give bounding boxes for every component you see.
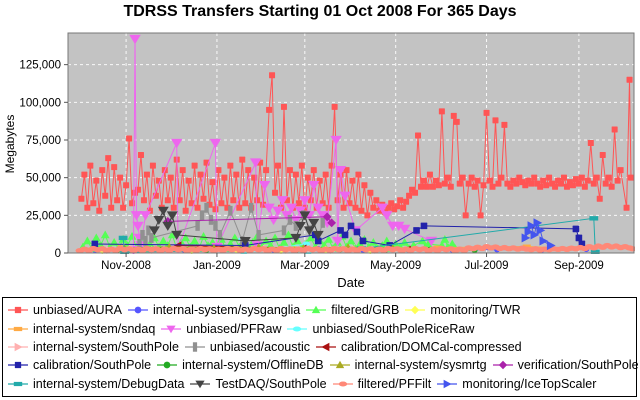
circle-marker-icon — [127, 306, 148, 314]
legend-label: TestDAQ/SouthPole — [215, 376, 327, 391]
y-tick-label: 75,000 — [26, 135, 61, 147]
triangle-left-marker-icon — [315, 342, 336, 352]
legend-item-unbiased-aura: unbiased/AURA — [7, 303, 122, 317]
rect-v-marker-icon — [184, 342, 205, 352]
legend-item-filtered-pffilt: filtered/PFFilt — [332, 376, 432, 391]
legend-label: internal-system/OfflineDB — [182, 358, 324, 373]
series-monitoring-icetopscaler — [521, 218, 556, 251]
legend-label: unbiased/SouthPoleRiceRaw — [312, 321, 475, 336]
legend-label: internal-system/DebugData — [33, 376, 185, 391]
circle-marker-icon — [157, 361, 178, 369]
legend-label: unbiased/PFRaw — [186, 321, 282, 336]
legend-item-internal-system-sysmrtg: internal-system/sysmrtg — [329, 358, 487, 372]
x-tick-label: Jul-2009 — [464, 260, 508, 272]
legend-label: unbiased/acoustic — [209, 339, 310, 354]
legend-item-monitoring-twr: monitoring/TWR — [404, 303, 521, 318]
ellipse-h-marker-icon — [287, 326, 308, 332]
triangle-right-marker-icon — [8, 342, 28, 352]
legend-label: filtered/PFFilt — [357, 376, 432, 391]
series-layer — [75, 34, 635, 254]
legend-label: internal-system/sysmrtg — [354, 358, 487, 373]
plot-border — [67, 32, 635, 254]
plot-background — [68, 33, 634, 253]
legend-label: verification/SouthPole — [517, 358, 639, 373]
legend-item-internal-system-debugdata: internal-system/DebugData — [7, 377, 184, 391]
legend-label: monitoring/IceTopScaler — [462, 376, 597, 391]
legend-item-filtered-grb: filtered/GRB — [305, 303, 399, 317]
legend-item-monitoring-icetopscaler: monitoring/IceTopScaler — [436, 377, 596, 391]
series-filtered-pffilt — [75, 242, 635, 254]
legend-item-unbiased-pfraw: unbiased/PFRaw — [160, 322, 281, 336]
y-tick-label: 50,000 — [26, 173, 61, 185]
legend-item-internal-system-southpole: internal-system/SouthPole — [7, 340, 179, 354]
legend-row: internal-system/sndaq unbiased/PFRaw unbia… — [7, 322, 632, 336]
diamond-marker-icon — [492, 361, 513, 370]
x-tick-label: Jan-2009 — [193, 260, 241, 272]
legend-row: internal-system/DebugData TestDAQ/SouthPo… — [7, 377, 632, 391]
legend-item-testdaq-southpole: TestDAQ/SouthPole — [189, 376, 327, 391]
triangle-down-marker-icon — [161, 325, 182, 333]
legend-label: calibration/DOMCal-compressed — [340, 339, 522, 354]
legend-row: calibration/SouthPole internal-system/Off… — [7, 358, 639, 372]
legend-item-unbiased-southpolericeraw: unbiased/SouthPoleRiceRaw — [286, 322, 474, 336]
legend-item-calibration-southpole: calibration/SouthPole — [7, 358, 151, 372]
plot-area: 0 25,000 50,000 75,000 100,000 125,000 Nov-200… — [19, 32, 635, 272]
square-marker-icon — [8, 307, 28, 314]
triangle-up-marker-icon — [329, 361, 350, 369]
legend-label: filtered/GRB — [331, 303, 400, 318]
legend-label: internal-system/sysganglia — [152, 303, 301, 318]
axis-ticks-and-labels: 0 25,000 50,000 75,000 100,000 125,000 Nov-200… — [19, 60, 603, 272]
legend-label: unbiased/AURA — [33, 303, 122, 318]
y-axis-title: Megabytes — [3, 114, 17, 174]
triangle-up-marker-icon — [306, 306, 327, 314]
x-tick-label: May-2009 — [370, 260, 421, 272]
series-testdaq-southpole — [148, 206, 324, 246]
triangle-right-marker-icon — [437, 379, 458, 388]
legend-label: internal-system/sndaq — [33, 321, 156, 336]
legend-row: internal-system/SouthPole unbiased/acoust… — [7, 340, 632, 354]
ellipse-h-marker-icon — [332, 381, 353, 387]
x-tick-label: Mar-2009 — [280, 260, 329, 272]
legend-item-internal-system-sndaq: internal-system/sndaq — [7, 322, 155, 336]
legend-item-unbiased-acoustic: unbiased/acoustic — [184, 340, 310, 354]
legend-row: unbiased/AURA internal-system/sysganglia f… — [7, 303, 632, 317]
legend-item-calibration-domcal-compressed: calibration/DOMCal-compressed — [315, 340, 522, 354]
y-tick-label: 100,000 — [19, 97, 61, 109]
legend-item-internal-system-sysganglia: internal-system/sysganglia — [127, 303, 300, 317]
x-tick-label: Sep-2009 — [554, 260, 604, 272]
x-axis-title: Date — [337, 275, 365, 290]
legend: unbiased/AURA internal-system/sysganglia f… — [2, 297, 639, 397]
legend-label: internal-system/SouthPole — [33, 339, 179, 354]
chart-title: TDRSS Transfers Starting 01 Oct 2008 For… — [123, 3, 517, 20]
legend-label: calibration/SouthPole — [33, 358, 152, 373]
diamond-marker-icon — [405, 306, 426, 315]
y-tick-label: 0 — [55, 248, 61, 260]
triangle-down-marker-icon — [190, 380, 211, 388]
square-marker-icon — [8, 362, 28, 369]
rect-h-marker-icon — [8, 381, 28, 386]
y-tick-label: 25,000 — [26, 210, 61, 222]
rect-h-marker-icon — [8, 326, 28, 331]
legend-label: monitoring/TWR — [430, 303, 521, 318]
legend-item-internal-system-offlinedb: internal-system/OfflineDB — [156, 358, 324, 372]
y-tick-label: 125,000 — [19, 60, 61, 72]
legend-item-verification-southpole: verification/SouthPole — [492, 358, 639, 372]
x-tick-label: Nov-2008 — [101, 260, 151, 272]
